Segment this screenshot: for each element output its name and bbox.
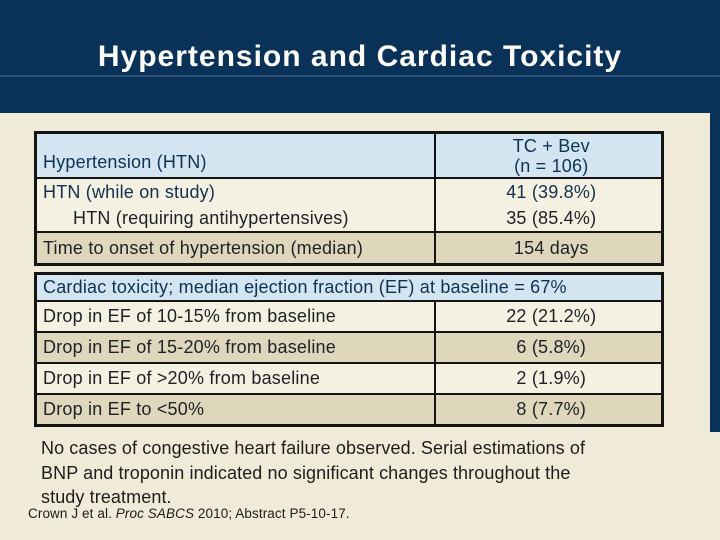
htn-values-cell: 41 (39.8%) 35 (85.4%) [433,177,664,233]
time-to-onset-value: 154 days [433,231,664,266]
table-row: Time to onset of hypertension (median) 1… [34,231,664,266]
ef-drop-15-20-label: Drop in EF of 15-20% from baseline [34,331,436,364]
ef-drop-gt20-value: 2 (1.9%) [433,362,664,395]
hypertension-table: Hypertension (HTN) TC + Bev (n = 106) HT… [34,131,664,266]
htn-antihypertensives-label: HTN (requiring antihypertensives) [73,208,349,228]
ef-below-50-label: Drop in EF to <50% [34,393,436,427]
table-row: Drop in EF of 15-20% from baseline 6 (5.… [34,331,664,364]
citation-journal: Proc SABCS [115,506,195,521]
citation-reference: 2010; Abstract P5-10-17. [194,506,350,521]
htn-labels-cell: HTN (while on study) HTN (requiring anti… [34,177,436,233]
htn-on-study-value: 41 (39.8%) [506,182,597,202]
treatment-arm-name: TC + Bev [512,135,590,156]
ef-drop-15-20-value: 6 (5.8%) [433,331,664,364]
table-row: Drop in EF of >20% from baseline 2 (1.9%… [34,362,664,395]
right-edge-strip [710,113,720,432]
summary-note-line-3: study treatment. [41,487,172,507]
cardiac-toxicity-header: Cardiac toxicity; median ejection fracti… [34,272,664,302]
ef-drop-10-15-value: 22 (21.2%) [433,300,664,333]
ef-drop-10-15-label: Drop in EF of 10-15% from baseline [34,300,436,333]
table-row: HTN (while on study) HTN (requiring anti… [34,177,664,233]
table-row: Drop in EF to <50% 8 (7.7%) [34,393,664,427]
citation-authors: Crown J et al. [28,506,116,521]
htn-antihypertensives-value: 35 (85.4%) [506,208,597,228]
time-to-onset-label: Time to onset of hypertension (median) [34,231,436,266]
citation: Crown J et al. Proc SABCS 2010; Abstract… [28,506,350,521]
summary-note-line-1: No cases of congestive heart failure obs… [41,438,586,458]
ef-drop-gt20-label: Drop in EF of >20% from baseline [34,362,436,395]
title-band-accent-line [0,75,720,77]
table-row: Drop in EF of 10-15% from baseline 22 (2… [34,300,664,333]
hypertension-header-label: Hypertension (HTN) [34,131,436,179]
hypertension-table-header-row: Hypertension (HTN) TC + Bev (n = 106) [34,131,664,179]
htn-on-study-label: HTN (while on study) [43,182,216,202]
summary-note-line-2: BNP and troponin indicated no significan… [41,462,571,483]
cardiac-toxicity-header-row: Cardiac toxicity; median ejection fracti… [34,272,664,302]
hypertension-header-value: TC + Bev (n = 106) [433,131,664,179]
summary-note: No cases of congestive heart failure obs… [41,436,661,510]
ef-below-50-value: 8 (7.7%) [433,393,664,427]
cardiac-toxicity-table: Cardiac toxicity; median ejection fracti… [34,272,664,427]
treatment-arm-n: (n = 106) [514,155,589,176]
title-band [0,0,720,113]
slide-title: Hypertension and Cardiac Toxicity [97,40,623,73]
